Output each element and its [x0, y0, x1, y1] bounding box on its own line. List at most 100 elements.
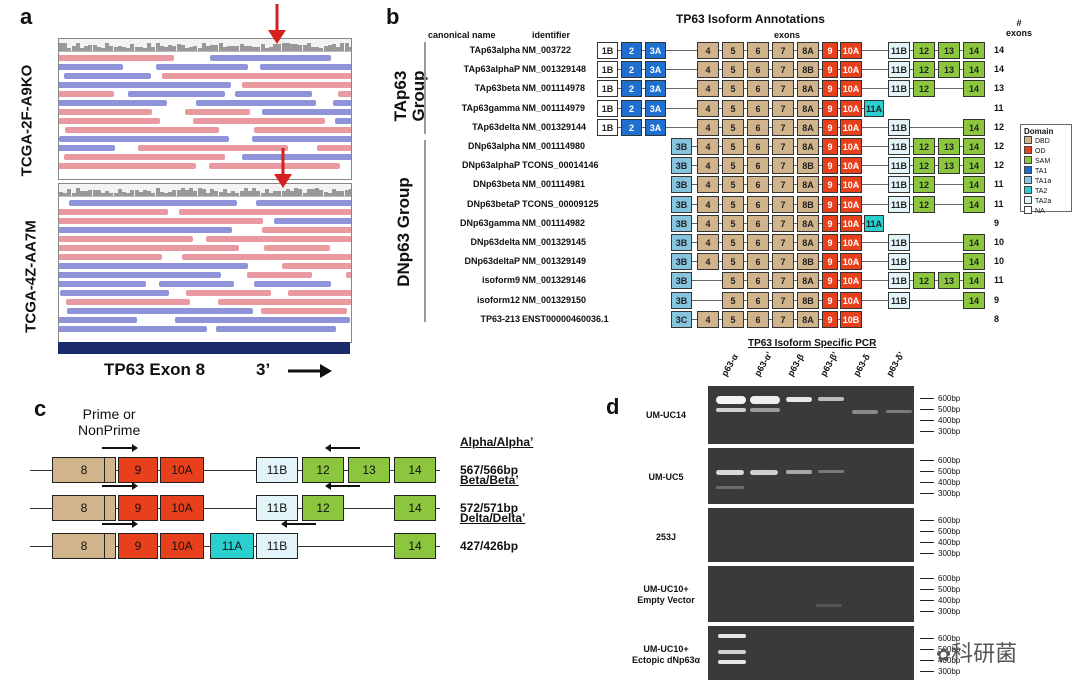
exon-box: 6: [747, 138, 769, 155]
ladder-label: 600bp: [938, 634, 961, 643]
panel-c-label: c: [34, 396, 47, 421]
coverage-bar: [92, 190, 97, 196]
exon-box: 14: [963, 42, 985, 59]
coverage-bar: [59, 43, 63, 51]
exon-box: 8B: [797, 253, 819, 271]
ladder-label: 500bp: [938, 527, 961, 536]
exon-box: 7: [772, 214, 794, 232]
aligned-read: [59, 82, 231, 88]
coverage-bar: [109, 193, 114, 196]
exon-count: 11: [994, 102, 1004, 113]
aligned-read: [195, 100, 316, 106]
coverage-bar: [231, 191, 236, 196]
coverage-bar: [323, 192, 328, 196]
exon-box: 11B: [888, 61, 910, 79]
coverage-bar: [285, 43, 290, 51]
exon-box: 5: [722, 42, 744, 59]
exon-box: 1B: [597, 42, 618, 59]
coverage-bar: [315, 47, 320, 51]
coverage-bar: [290, 191, 294, 196]
coverage-bar: [206, 193, 210, 196]
exon-box: 14: [963, 138, 985, 155]
exon-box: 5: [722, 157, 744, 175]
coverage-bar: [248, 191, 252, 196]
aligned-read: [175, 317, 351, 323]
exon-box: 8: [52, 533, 116, 559]
aligned-read: [59, 272, 222, 278]
ladder-tick: [920, 578, 934, 579]
isoform-identifier: NM_001114982: [522, 217, 586, 228]
legend-item: TA1: [1024, 166, 1068, 176]
exon-box: 2: [621, 118, 642, 136]
coverage-bar: [227, 193, 231, 196]
ladder-tick: [920, 493, 934, 494]
ladder-tick: [920, 611, 934, 612]
amplicon-size: 567/566bp: [460, 463, 519, 477]
col-exon-count: # exons: [1006, 18, 1033, 38]
coverage-bar: [126, 48, 131, 51]
reverse-primer-arrow-icon: [325, 482, 331, 490]
coverage-bar: [180, 188, 185, 196]
coverage-bar: [172, 190, 177, 196]
coverage-bar: [143, 190, 147, 196]
coverage-bar: [130, 44, 135, 51]
exon-box: 9: [822, 253, 838, 271]
coverage-bar: [63, 193, 68, 196]
tap63-group-label: TAp63 Group: [391, 70, 428, 122]
coverage-bar: [306, 189, 311, 196]
legend-label: DBD: [1035, 138, 1050, 145]
gel-band: [718, 660, 746, 664]
gel-band: [718, 634, 746, 638]
watermark: ✿科研菌: [936, 636, 1017, 668]
dnp63-group-label: DNp63 Group: [394, 177, 413, 287]
coverage-bar: [113, 47, 118, 51]
cell-line-label: UM-UC14: [645, 410, 686, 420]
exon-box: 10A: [840, 176, 862, 194]
exon-box: 7: [772, 99, 794, 117]
aligned-read: [63, 73, 151, 79]
coverage-bar: [201, 43, 206, 51]
exon-box: 9: [822, 234, 838, 251]
coverage-bar: [134, 190, 139, 196]
exon-box: 3B: [671, 234, 692, 251]
coverage-bar: [176, 44, 181, 51]
isoform-name: DNp63deltaP: [464, 256, 520, 267]
coverage-bar: [117, 189, 122, 196]
coverage-bar: [130, 190, 135, 196]
lane-header: p63-β: [785, 352, 806, 378]
gel-panel: [708, 508, 914, 562]
ladder-label: 600bp: [938, 456, 961, 465]
legend-swatch: [1024, 186, 1032, 194]
coverage-bar: [105, 43, 110, 51]
exon-box: 14: [963, 195, 985, 213]
coverage-bar: [210, 189, 215, 196]
exon-box: 12: [913, 138, 935, 155]
legend-item: NA: [1024, 206, 1068, 216]
aligned-read: [159, 281, 235, 287]
exon-box: 9: [822, 272, 838, 290]
legend-title: Domain: [1024, 127, 1054, 136]
exon-box: 3A: [645, 42, 666, 59]
exon-box: 4: [697, 138, 719, 155]
cell-line-label: UM-UC10+ Ectopic dNp63α: [631, 644, 701, 665]
coverage-bar: [252, 188, 257, 196]
ladder-label: 400bp: [938, 656, 961, 665]
exon-box: 10A: [840, 99, 862, 117]
ladder-tick: [920, 431, 934, 432]
ladder-label: 400bp: [938, 538, 961, 547]
forward-primer-arrow-icon: [132, 444, 138, 452]
exon-box: 4: [697, 310, 719, 328]
aligned-read: [59, 281, 146, 287]
sample2-label: TCGA-4Z-AA7M: [22, 220, 40, 333]
aligned-read: [60, 290, 170, 296]
aligned-read: [208, 163, 341, 169]
ladder-tick: [920, 471, 934, 472]
coverage-bar: [185, 48, 189, 51]
coverage-bar: [214, 45, 219, 51]
coverage-bar: [311, 189, 315, 196]
exon-box: 6: [747, 272, 769, 290]
aligned-read: [59, 91, 115, 97]
coverage-bar: [277, 191, 282, 196]
coverage-bar: [75, 43, 80, 51]
exon-box: 9: [822, 42, 838, 59]
